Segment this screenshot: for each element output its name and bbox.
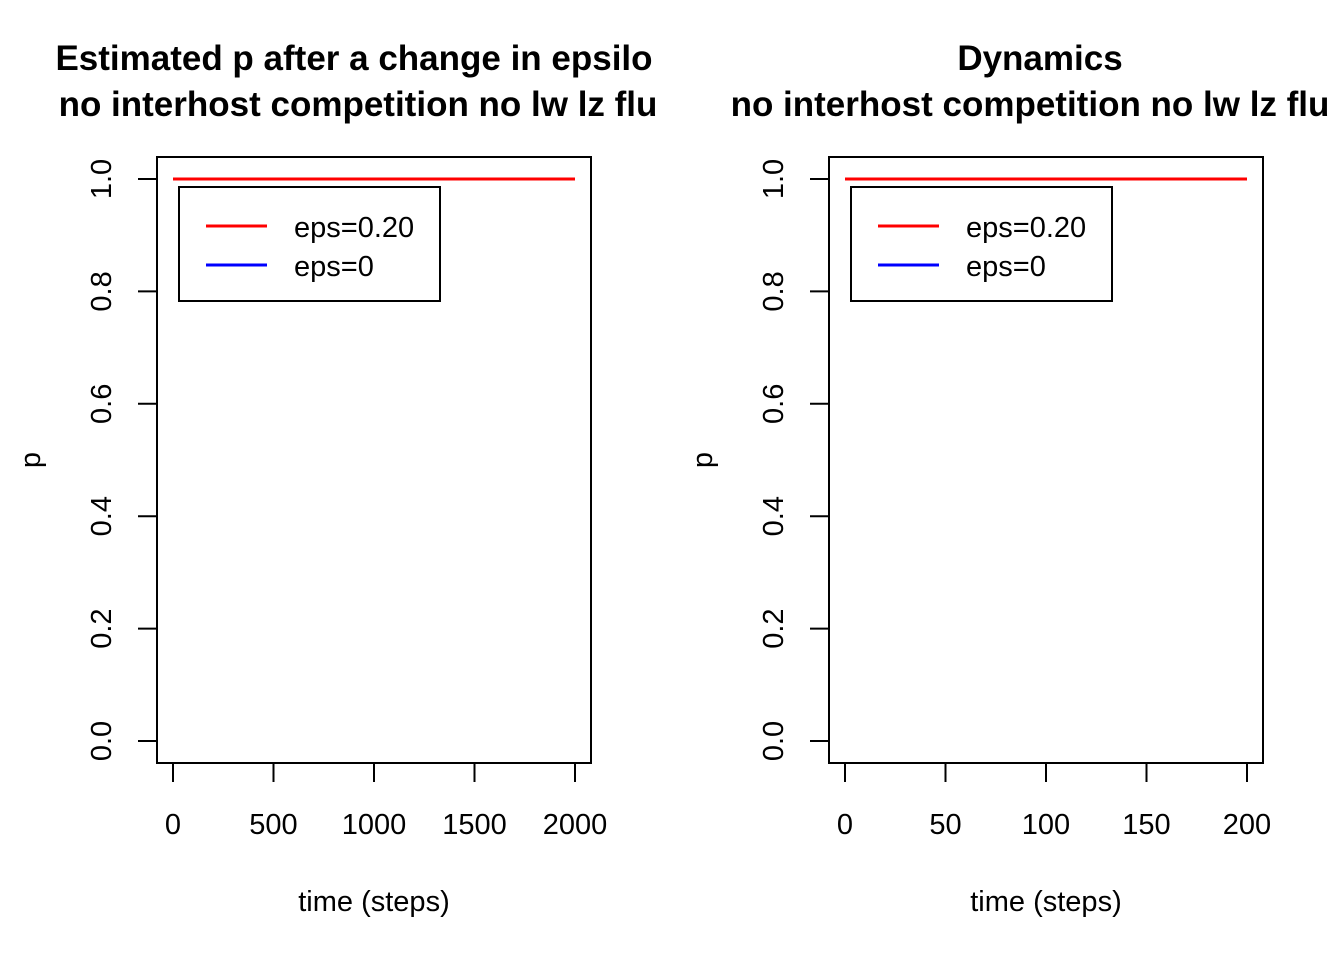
legend-label: eps=0 bbox=[294, 251, 374, 283]
x-axis: 0 50 100 150 200 bbox=[837, 762, 1271, 841]
y-tick-label: 0.2 bbox=[86, 608, 118, 648]
y-tick-label: 1.0 bbox=[758, 159, 790, 199]
y-tick-label: 0.8 bbox=[758, 271, 790, 311]
chart-panel-right: Dynamics no interhost competition no lw l… bbox=[687, 39, 1329, 918]
chart-panel-left: Estimated p after a change in epsilo no i… bbox=[15, 39, 657, 918]
x-tick-label: 0 bbox=[165, 809, 181, 841]
y-tick-label: 0.2 bbox=[758, 608, 790, 648]
y-tick-label: 0.0 bbox=[86, 721, 118, 761]
legend-box bbox=[178, 186, 441, 302]
y-axis: 0.0 0.2 0.4 0.6 0.8 1.0 bbox=[758, 159, 830, 761]
y-axis: 0.0 0.2 0.4 0.6 0.8 1.0 bbox=[86, 159, 158, 761]
y-axis-label: p bbox=[15, 452, 47, 468]
x-tick-label: 1500 bbox=[442, 809, 507, 841]
y-tick-label: 1.0 bbox=[86, 159, 118, 199]
y-axis-label: p bbox=[687, 452, 719, 468]
legend-label: eps=0.20 bbox=[966, 212, 1086, 244]
y-tick-label: 0.8 bbox=[86, 271, 118, 311]
chart-subtitle: no interhost competition no lw lz flu bbox=[59, 85, 658, 124]
x-tick-label: 150 bbox=[1122, 809, 1170, 841]
x-axis: 0 500 1000 1500 2000 bbox=[165, 762, 608, 841]
x-tick-label: 100 bbox=[1022, 809, 1070, 841]
legend-box bbox=[850, 186, 1113, 302]
legend: eps=0.20 eps=0 bbox=[178, 186, 441, 302]
y-tick-label: 0.0 bbox=[758, 721, 790, 761]
x-tick-label: 500 bbox=[249, 809, 297, 841]
y-tick-label: 0.4 bbox=[86, 496, 118, 536]
chart-title: Estimated p after a change in epsilo bbox=[55, 39, 652, 78]
chart-subtitle: no interhost competition no lw lz flu bbox=[731, 85, 1330, 124]
legend: eps=0.20 eps=0 bbox=[850, 186, 1113, 302]
y-tick-label: 0.6 bbox=[86, 384, 118, 424]
x-tick-label: 200 bbox=[1223, 809, 1271, 841]
chart-title: Dynamics bbox=[957, 39, 1122, 78]
y-tick-label: 0.6 bbox=[758, 384, 790, 424]
x-tick-label: 2000 bbox=[543, 809, 608, 841]
x-axis-label: time (steps) bbox=[970, 886, 1121, 918]
legend-label: eps=0.20 bbox=[294, 212, 414, 244]
x-axis-label: time (steps) bbox=[298, 886, 449, 918]
legend-label: eps=0 bbox=[966, 251, 1046, 283]
x-tick-label: 50 bbox=[929, 809, 961, 841]
x-tick-label: 0 bbox=[837, 809, 853, 841]
y-tick-label: 0.4 bbox=[758, 496, 790, 536]
x-tick-label: 1000 bbox=[342, 809, 407, 841]
